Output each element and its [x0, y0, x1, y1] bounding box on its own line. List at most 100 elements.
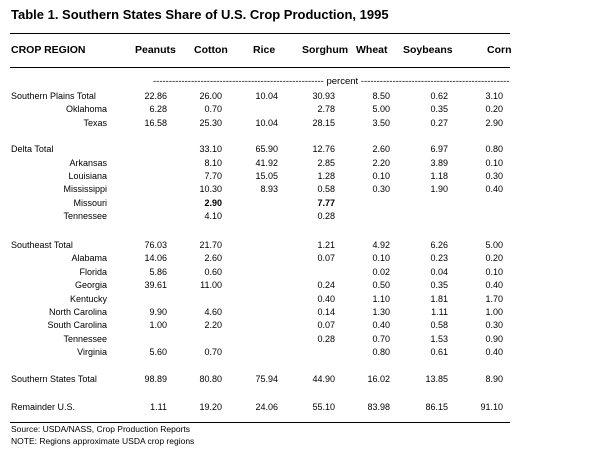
- value-cell: 65.90: [255, 144, 278, 154]
- value-cell: 0.04: [430, 267, 448, 277]
- value-cell: 1.70: [485, 294, 503, 304]
- value-cell: 39.61: [144, 280, 167, 290]
- value-cell: 2.60: [204, 253, 222, 263]
- row-label: Southeast Total: [11, 240, 73, 250]
- value-cell: 8.93: [260, 184, 278, 194]
- value-cell: 0.40: [372, 320, 390, 330]
- value-cell: 0.35: [430, 280, 448, 290]
- value-cell: 10.30: [199, 184, 222, 194]
- value-cell: 30.93: [312, 91, 335, 101]
- value-cell: 0.20: [485, 253, 503, 263]
- column-header: Rice: [253, 44, 276, 56]
- value-cell: 0.30: [485, 171, 503, 181]
- value-cell: 0.80: [372, 347, 390, 357]
- value-cell: 25.30: [199, 118, 222, 128]
- value-cell: 0.14: [317, 307, 335, 317]
- value-cell: 0.40: [485, 280, 503, 290]
- value-cell: 1.53: [430, 334, 448, 344]
- value-cell: 0.58: [430, 320, 448, 330]
- value-cell: 0.28: [317, 211, 335, 221]
- value-cell: 91.10: [480, 402, 503, 412]
- value-cell: 1.00: [149, 320, 167, 330]
- value-cell: 1.30: [372, 307, 390, 317]
- value-cell: 19.20: [199, 402, 222, 412]
- value-cell: 14.06: [144, 253, 167, 263]
- value-cell: 16.02: [367, 374, 390, 384]
- value-cell: 0.28: [317, 334, 335, 344]
- value-cell: 7.70: [204, 171, 222, 181]
- value-cell: 0.20: [485, 104, 503, 114]
- value-cell: 5.60: [149, 347, 167, 357]
- value-cell: 0.30: [372, 184, 390, 194]
- column-header: Corn: [487, 44, 512, 56]
- value-cell: 1.11: [150, 402, 167, 412]
- row-label: Remainder U.S.: [11, 402, 76, 412]
- unit-label-text: percent: [326, 76, 359, 87]
- unit-label: ----------------------------------------…: [153, 76, 510, 87]
- row-label: Tennessee: [63, 211, 107, 221]
- header-rule: [10, 67, 510, 68]
- value-cell: 55.10: [312, 402, 335, 412]
- value-cell: 2.90: [204, 198, 222, 208]
- value-cell: 9.90: [149, 307, 167, 317]
- value-cell: 0.58: [317, 184, 335, 194]
- value-cell: 12.76: [312, 144, 335, 154]
- value-cell: 6.26: [430, 240, 448, 250]
- bottom-rule: [10, 422, 510, 423]
- value-cell: 1.21: [317, 240, 335, 250]
- value-cell: 15.05: [255, 171, 278, 181]
- value-cell: 0.50: [372, 280, 390, 290]
- value-cell: 0.10: [485, 158, 503, 168]
- value-cell: 0.60: [204, 267, 222, 277]
- value-cell: 1.90: [430, 184, 448, 194]
- value-cell: 0.70: [372, 334, 390, 344]
- value-cell: 5.00: [485, 240, 503, 250]
- value-cell: 0.27: [430, 118, 448, 128]
- value-cell: 28.15: [312, 118, 335, 128]
- row-label: Southern Plains Total: [11, 91, 96, 101]
- row-label: Virginia: [77, 347, 107, 357]
- value-cell: 26.00: [199, 91, 222, 101]
- column-header: Wheat: [356, 44, 388, 56]
- value-cell: 80.80: [199, 374, 222, 384]
- value-cell: 1.00: [485, 307, 503, 317]
- value-cell: 3.50: [372, 118, 390, 128]
- value-cell: 0.61: [430, 347, 448, 357]
- value-cell: 2.20: [204, 320, 222, 330]
- value-cell: 1.11: [431, 307, 448, 317]
- column-header: CROP REGION: [11, 44, 86, 56]
- value-cell: 0.10: [372, 253, 390, 263]
- row-label: North Carolina: [48, 307, 107, 317]
- value-cell: 0.90: [485, 334, 503, 344]
- value-cell: 0.62: [430, 91, 448, 101]
- row-label: Louisiana: [68, 171, 107, 181]
- value-cell: 10.04: [255, 91, 278, 101]
- value-cell: 13.85: [425, 374, 448, 384]
- value-cell: 8.10: [204, 158, 222, 168]
- value-cell: 0.10: [372, 171, 390, 181]
- row-label: Tennessee: [63, 334, 107, 344]
- value-cell: 86.15: [425, 402, 448, 412]
- column-header: Cotton: [194, 44, 228, 56]
- value-cell: 33.10: [199, 144, 222, 154]
- value-cell: 3.10: [485, 91, 503, 101]
- value-cell: 0.07: [317, 320, 335, 330]
- value-cell: 2.20: [372, 158, 390, 168]
- value-cell: 0.70: [204, 347, 222, 357]
- column-header: Peanuts: [135, 44, 176, 56]
- value-cell: 4.92: [372, 240, 390, 250]
- value-cell: 2.60: [372, 144, 390, 154]
- value-cell: 44.90: [312, 374, 335, 384]
- value-cell: 1.81: [430, 294, 448, 304]
- value-cell: 0.30: [485, 320, 503, 330]
- value-cell: 7.77: [317, 198, 335, 208]
- value-cell: 2.85: [317, 158, 335, 168]
- row-label: Florida: [79, 267, 107, 277]
- value-cell: 24.06: [255, 402, 278, 412]
- value-cell: 75.94: [255, 374, 278, 384]
- row-label: South Carolina: [47, 320, 107, 330]
- value-cell: 0.80: [485, 144, 503, 154]
- value-cell: 0.40: [485, 347, 503, 357]
- value-cell: 10.04: [255, 118, 278, 128]
- value-cell: 2.78: [317, 104, 335, 114]
